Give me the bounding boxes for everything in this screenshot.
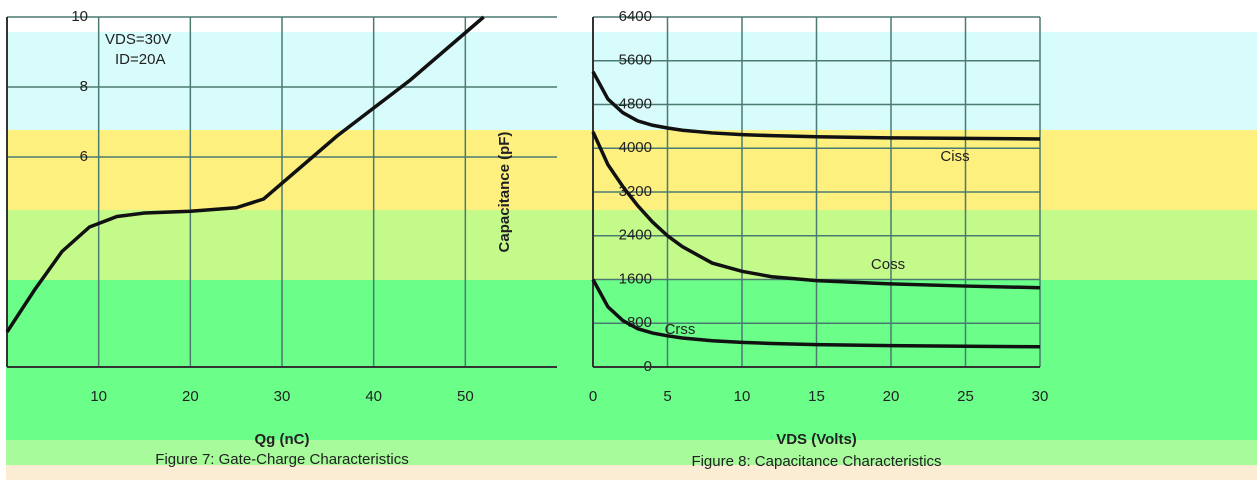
chart-caption: Figure 8: Capacitance Characteristics xyxy=(691,453,941,470)
y-tick-label: 4000 xyxy=(619,139,652,156)
annotation: VDS=30V xyxy=(105,31,171,48)
annotation: ID=20A xyxy=(115,51,165,68)
y-tick-label: 6400 xyxy=(619,8,652,25)
x-tick-label: 25 xyxy=(957,388,974,405)
x-tick-label: 30 xyxy=(1032,388,1049,405)
y-tick-label: 4800 xyxy=(619,95,652,112)
x-tick-label: 20 xyxy=(883,388,900,405)
x-axis-title: Qg (nC) xyxy=(255,431,310,448)
annotation: Ciss xyxy=(940,148,969,165)
y-tick-label: 10 xyxy=(71,8,88,25)
band xyxy=(6,440,1257,465)
x-tick-label: 40 xyxy=(365,388,382,405)
x-tick-label: 10 xyxy=(734,388,751,405)
band xyxy=(6,280,1257,440)
y-axis-title: Capacitance (pF) xyxy=(496,132,513,253)
band xyxy=(6,32,1257,130)
y-tick-label: 2400 xyxy=(619,227,652,244)
x-tick-label: 0 xyxy=(589,388,597,405)
y-tick-label: 5600 xyxy=(619,52,652,69)
y-tick-label: 6 xyxy=(80,148,88,165)
x-tick-label: 20 xyxy=(182,388,199,405)
x-tick-label: 5 xyxy=(663,388,671,405)
series-line xyxy=(591,70,1041,141)
annotation: Coss xyxy=(871,256,905,273)
band xyxy=(6,210,1257,280)
y-tick-label: 1600 xyxy=(619,270,652,287)
series-line xyxy=(591,278,1041,349)
x-tick-label: 50 xyxy=(457,388,474,405)
x-tick-label: 30 xyxy=(274,388,291,405)
x-axis-title: VDS (Volts) xyxy=(776,431,857,448)
x-tick-label: 15 xyxy=(808,388,825,405)
annotation: Crss xyxy=(665,321,696,338)
series-line xyxy=(591,131,1041,290)
y-tick-label: 8 xyxy=(80,78,88,95)
x-tick-label: 10 xyxy=(90,388,107,405)
band xyxy=(6,465,1257,480)
band xyxy=(0,0,1257,32)
chart-caption: Figure 7: Gate-Charge Characteristics xyxy=(155,451,408,468)
y-tick-label: 3200 xyxy=(619,183,652,200)
series-line xyxy=(5,15,485,333)
